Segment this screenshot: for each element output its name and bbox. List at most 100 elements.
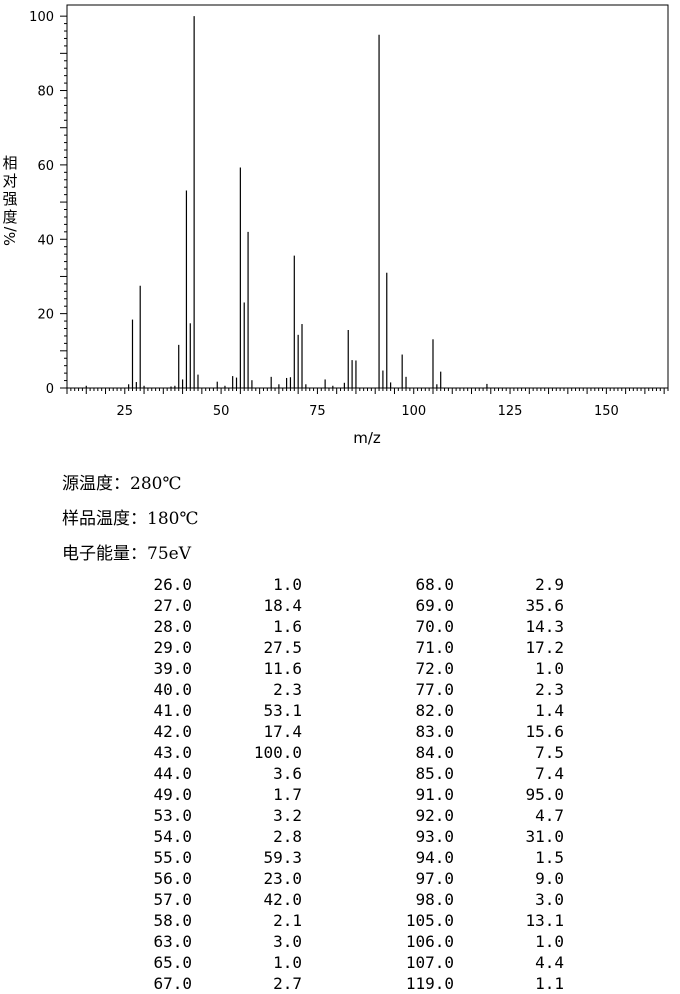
y-tick-label: 80 — [37, 85, 54, 100]
source-temperature: 源温度：280℃ — [62, 474, 181, 494]
intensity-value: 17.2 — [525, 638, 564, 657]
y-axis-title-char: 强 — [2, 190, 18, 208]
intensity-value: 95.0 — [525, 785, 564, 804]
y-tick-label: 20 — [37, 308, 54, 323]
mz-value: 82.0 — [415, 701, 454, 720]
mz-value: 77.0 — [415, 680, 454, 699]
y-tick-label: 100 — [29, 10, 54, 25]
spectrum-peaks — [85, 16, 488, 388]
mz-value: 57.0 — [153, 890, 192, 909]
mz-value: 70.0 — [415, 617, 454, 636]
mz-value: 105.0 — [405, 911, 454, 930]
y-axis-title-unit: %/ — [1, 226, 19, 246]
mz-value: 65.0 — [153, 953, 192, 972]
mz-value: 72.0 — [415, 659, 454, 678]
intensity-value: 2.7 — [273, 974, 302, 993]
y-tick-label: 40 — [37, 233, 54, 248]
intensity-value: 59.3 — [263, 848, 302, 867]
intensity-value: 2.1 — [273, 911, 302, 930]
electron-energy: 电子能量：75eV — [62, 544, 191, 564]
intensity-value: 2.8 — [273, 827, 302, 846]
intensity-value: 1.6 — [273, 617, 302, 636]
mz-value: 92.0 — [415, 806, 454, 825]
mz-value: 119.0 — [405, 974, 454, 993]
mz-value: 69.0 — [415, 596, 454, 615]
mz-value: 106.0 — [405, 932, 454, 951]
intensity-value: 18.4 — [263, 596, 302, 615]
intensity-value: 1.0 — [273, 953, 302, 972]
x-axis-title: m/z — [353, 429, 381, 447]
intensity-value: 3.6 — [273, 764, 302, 783]
intensity-value: 4.4 — [535, 953, 564, 972]
sample-temperature-label: 样品温度： — [62, 509, 147, 529]
intensity-value: 3.0 — [273, 932, 302, 951]
sample-temperature: 样品温度：180℃ — [62, 509, 198, 529]
mz-value: 53.0 — [153, 806, 192, 825]
intensity-value: 27.5 — [263, 638, 302, 657]
mz-value: 94.0 — [415, 848, 454, 867]
intensity-value: 1.5 — [535, 848, 564, 867]
mz-value: 68.0 — [415, 575, 454, 594]
y-axis-title: 相 对 强 度 %/ — [1, 154, 19, 246]
intensity-value: 1.1 — [535, 974, 564, 993]
y-axis-title-char: 相 — [2, 154, 18, 172]
x-tick-label: 50 — [213, 404, 230, 419]
intensity-value: 2.3 — [535, 680, 564, 699]
electron-energy-label: 电子能量： — [62, 544, 147, 564]
intensity-value: 3.2 — [273, 806, 302, 825]
x-axis-ticks: 25 50 75 100 125 150 — [66, 388, 669, 419]
mz-value: 39.0 — [153, 659, 192, 678]
mz-value: 42.0 — [153, 722, 192, 741]
mz-value: 85.0 — [415, 764, 454, 783]
mz-value: 49.0 — [153, 785, 192, 804]
mz-value: 93.0 — [415, 827, 454, 846]
mz-value: 84.0 — [415, 743, 454, 762]
mz-value: 27.0 — [153, 596, 192, 615]
mz-value: 97.0 — [415, 869, 454, 888]
mz-value: 71.0 — [415, 638, 454, 657]
mz-value: 83.0 — [415, 722, 454, 741]
intensity-value: 14.3 — [525, 617, 564, 636]
mz-value: 56.0 — [153, 869, 192, 888]
mz-value: 63.0 — [153, 932, 192, 951]
plot-frame — [66, 4, 669, 389]
intensity-value: 4.7 — [535, 806, 564, 825]
y-axis-ticks: 0 20 40 60 80 100 — [29, 10, 67, 397]
mz-value: 44.0 — [153, 764, 192, 783]
mz-value: 54.0 — [153, 827, 192, 846]
mz-value: 26.0 — [153, 575, 192, 594]
intensity-value: 13.1 — [525, 911, 564, 930]
y-tick-label: 0 — [46, 382, 54, 397]
intensity-value: 7.4 — [535, 764, 564, 783]
mz-value: 58.0 — [153, 911, 192, 930]
intensity-value: 2.3 — [273, 680, 302, 699]
mz-value: 91.0 — [415, 785, 454, 804]
sample-temperature-value: 180℃ — [147, 509, 199, 529]
intensity-value: 17.4 — [263, 722, 302, 741]
y-axis-title-char: 度 — [2, 208, 18, 226]
intensity-value: 1.0 — [535, 932, 564, 951]
y-tick-label: 60 — [37, 159, 54, 174]
mz-value: 55.0 — [153, 848, 192, 867]
x-tick-label: 150 — [594, 404, 619, 419]
source-temperature-label: 源温度： — [62, 474, 130, 494]
mz-value: 98.0 — [415, 890, 454, 909]
intensity-value: 35.6 — [525, 596, 564, 615]
mz-value: 107.0 — [405, 953, 454, 972]
electron-energy-value: 75eV — [147, 544, 191, 564]
intensity-value: 1.4 — [535, 701, 564, 720]
intensity-value: 11.6 — [263, 659, 302, 678]
intensity-value: 15.6 — [525, 722, 564, 741]
intensity-value: 42.0 — [263, 890, 302, 909]
intensity-value: 9.0 — [535, 869, 564, 888]
mz-value: 41.0 — [153, 701, 192, 720]
intensity-value: 1.0 — [273, 575, 302, 594]
mz-value: 67.0 — [153, 974, 192, 993]
intensity-value: 7.5 — [535, 743, 564, 762]
intensity-value: 1.7 — [273, 785, 302, 804]
x-tick-label: 25 — [117, 404, 134, 419]
mz-value: 28.0 — [153, 617, 192, 636]
y-axis-title-char: 对 — [2, 172, 18, 190]
mz-value: 40.0 — [153, 680, 192, 699]
x-tick-label: 100 — [401, 404, 426, 419]
